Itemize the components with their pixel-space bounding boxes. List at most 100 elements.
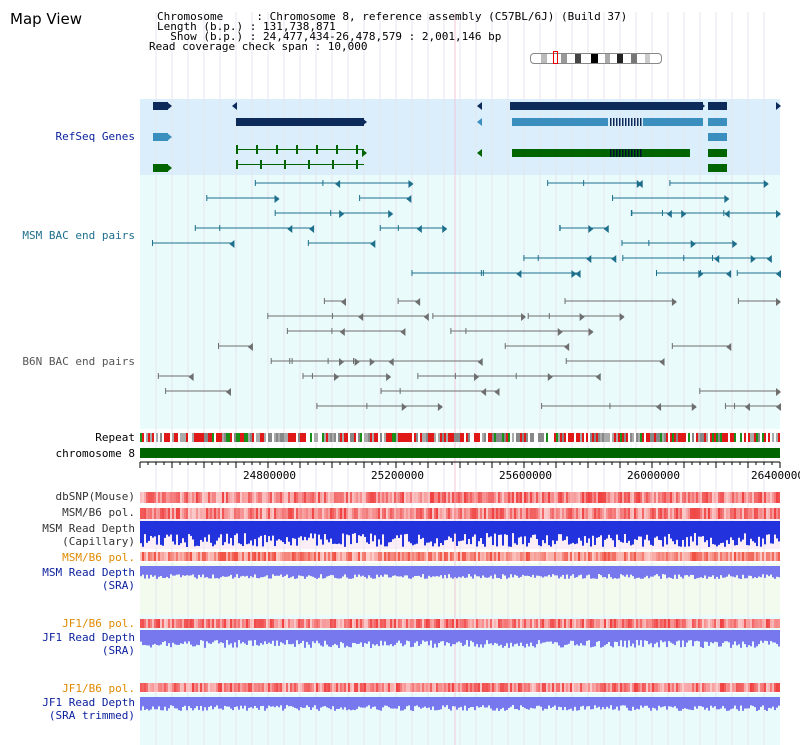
heat-cell [214,619,216,628]
label-refseq-genes[interactable]: RefSeq Genes [55,130,135,143]
label-jf1-depth-sra[interactable]: JF1 Read Depth [42,631,135,644]
jf1-sra-depth-bar [602,630,604,647]
heat-cell [480,552,482,561]
label-jf1-depth-trim[interactable]: JF1 Read Depth [42,696,135,709]
heat-cell [436,492,438,503]
heat-cell [244,683,246,692]
jf1-trim-depth-bar [496,697,498,709]
heat-cell [208,619,210,628]
label-repeat[interactable]: Repeat [95,431,135,444]
heat-cell [654,552,656,561]
msm-sra-depth-bar [366,566,368,579]
heat-cell [488,683,490,692]
msm-cap-depth-bar [722,521,724,543]
heat-cell [436,508,438,519]
msm-sra-depth-bar [386,566,388,575]
heat-cell [678,508,680,519]
heat-cell [240,619,242,628]
repeat-element [756,433,758,442]
heat-cell [652,619,654,628]
label-jf1-b6-pol-2[interactable]: JF1/B6 pol. [62,682,135,695]
jf1-sra-depth-bar [246,630,248,645]
jf1-sra-depth-bar [770,630,772,642]
jf1-sra-depth-bar [240,630,242,644]
heat-cell [294,508,296,519]
heat-cell [162,492,164,503]
heat-cell [460,508,462,519]
heat-cell [704,492,706,503]
msm-cap-depth-bar [754,521,756,543]
repeat-element [710,433,712,442]
heat-cell [520,508,522,519]
label-msm-bac[interactable]: MSM BAC end pairs [22,229,135,242]
jf1-sra-depth-bar [716,630,718,643]
heat-cell [528,508,530,519]
heat-cell [162,683,164,692]
msm-cap-depth-bar [524,521,526,537]
heat-cell [370,683,372,692]
jf1-sra-depth-bar [158,630,160,646]
msm-sra-depth-bar [276,566,278,576]
msm-sra-depth-bar [398,566,400,577]
msm-sra-depth-bar [338,566,340,579]
label-msm-depth-cap[interactable]: MSM Read Depth [42,522,135,535]
heat-cell [630,683,632,692]
jf1-sra-depth-bar [726,630,728,642]
heat-cell [312,619,314,628]
msm-cap-depth-bar [446,521,448,540]
repeat-element [390,433,392,442]
repeat-element [334,433,336,442]
label-msm-depth-sra[interactable]: MSM Read Depth [42,566,135,579]
jf1-sra-depth-bar [386,630,388,646]
heat-cell [714,683,716,692]
heat-cell [278,492,280,503]
jf1-trim-depth-bar [354,697,356,711]
heat-cell [342,683,344,692]
axis-tick-label: 25200000 [371,469,424,482]
heat-cell [770,683,772,692]
heat-cell [586,683,588,692]
heat-cell [152,552,154,561]
jf1-trim-depth-bar [352,697,354,710]
msm-sra-depth-bar [640,566,642,579]
heat-cell [300,552,302,561]
heat-cell [270,492,272,503]
heat-cell [478,683,480,692]
label-chromosome[interactable]: chromosome 8 [55,447,135,460]
jf1-sra-depth-bar [548,630,550,642]
heat-cell [280,683,282,692]
heat-cell [642,508,644,519]
msm-cap-depth-bar [336,521,338,545]
heat-cell [210,552,212,561]
label-dbsnp[interactable]: dbSNP(Mouse) [55,490,135,503]
repeat-element [772,433,774,442]
chromosome-ideogram[interactable] [530,53,662,64]
heat-cell [532,619,534,628]
label-msm-b6-pol-2[interactable]: MSM/B6 pol. [62,551,135,564]
heat-cell [590,492,592,503]
repeat-element [676,433,678,442]
heat-cell [268,492,270,503]
label-msm-b6-pol[interactable]: MSM/B6 pol. [62,506,135,519]
heat-cell [736,552,738,561]
heat-cell [306,619,308,628]
heat-cell [256,492,258,503]
heat-cell [224,552,226,561]
label-b6n-bac[interactable]: B6N BAC end pairs [22,355,135,368]
msm-cap-depth-bar [530,521,532,538]
msm-sra-depth-bar [490,566,492,576]
label-jf1-b6-pol[interactable]: JF1/B6 pol. [62,617,135,630]
jf1-trim-depth-bar [246,697,248,711]
heat-cell [260,492,262,503]
heat-cell [694,492,696,503]
strand-arrow [334,373,340,381]
jf1-trim-depth-bar [534,697,536,709]
jf1-sra-depth-bar [692,630,694,647]
heat-cell [200,683,202,692]
heat-cell [290,683,292,692]
jf1-sra-depth-bar [462,630,464,647]
msm-sra-depth-bar [766,566,768,575]
msm-cap-depth-bar [642,521,644,547]
jf1-trim-depth-bar [456,697,458,710]
